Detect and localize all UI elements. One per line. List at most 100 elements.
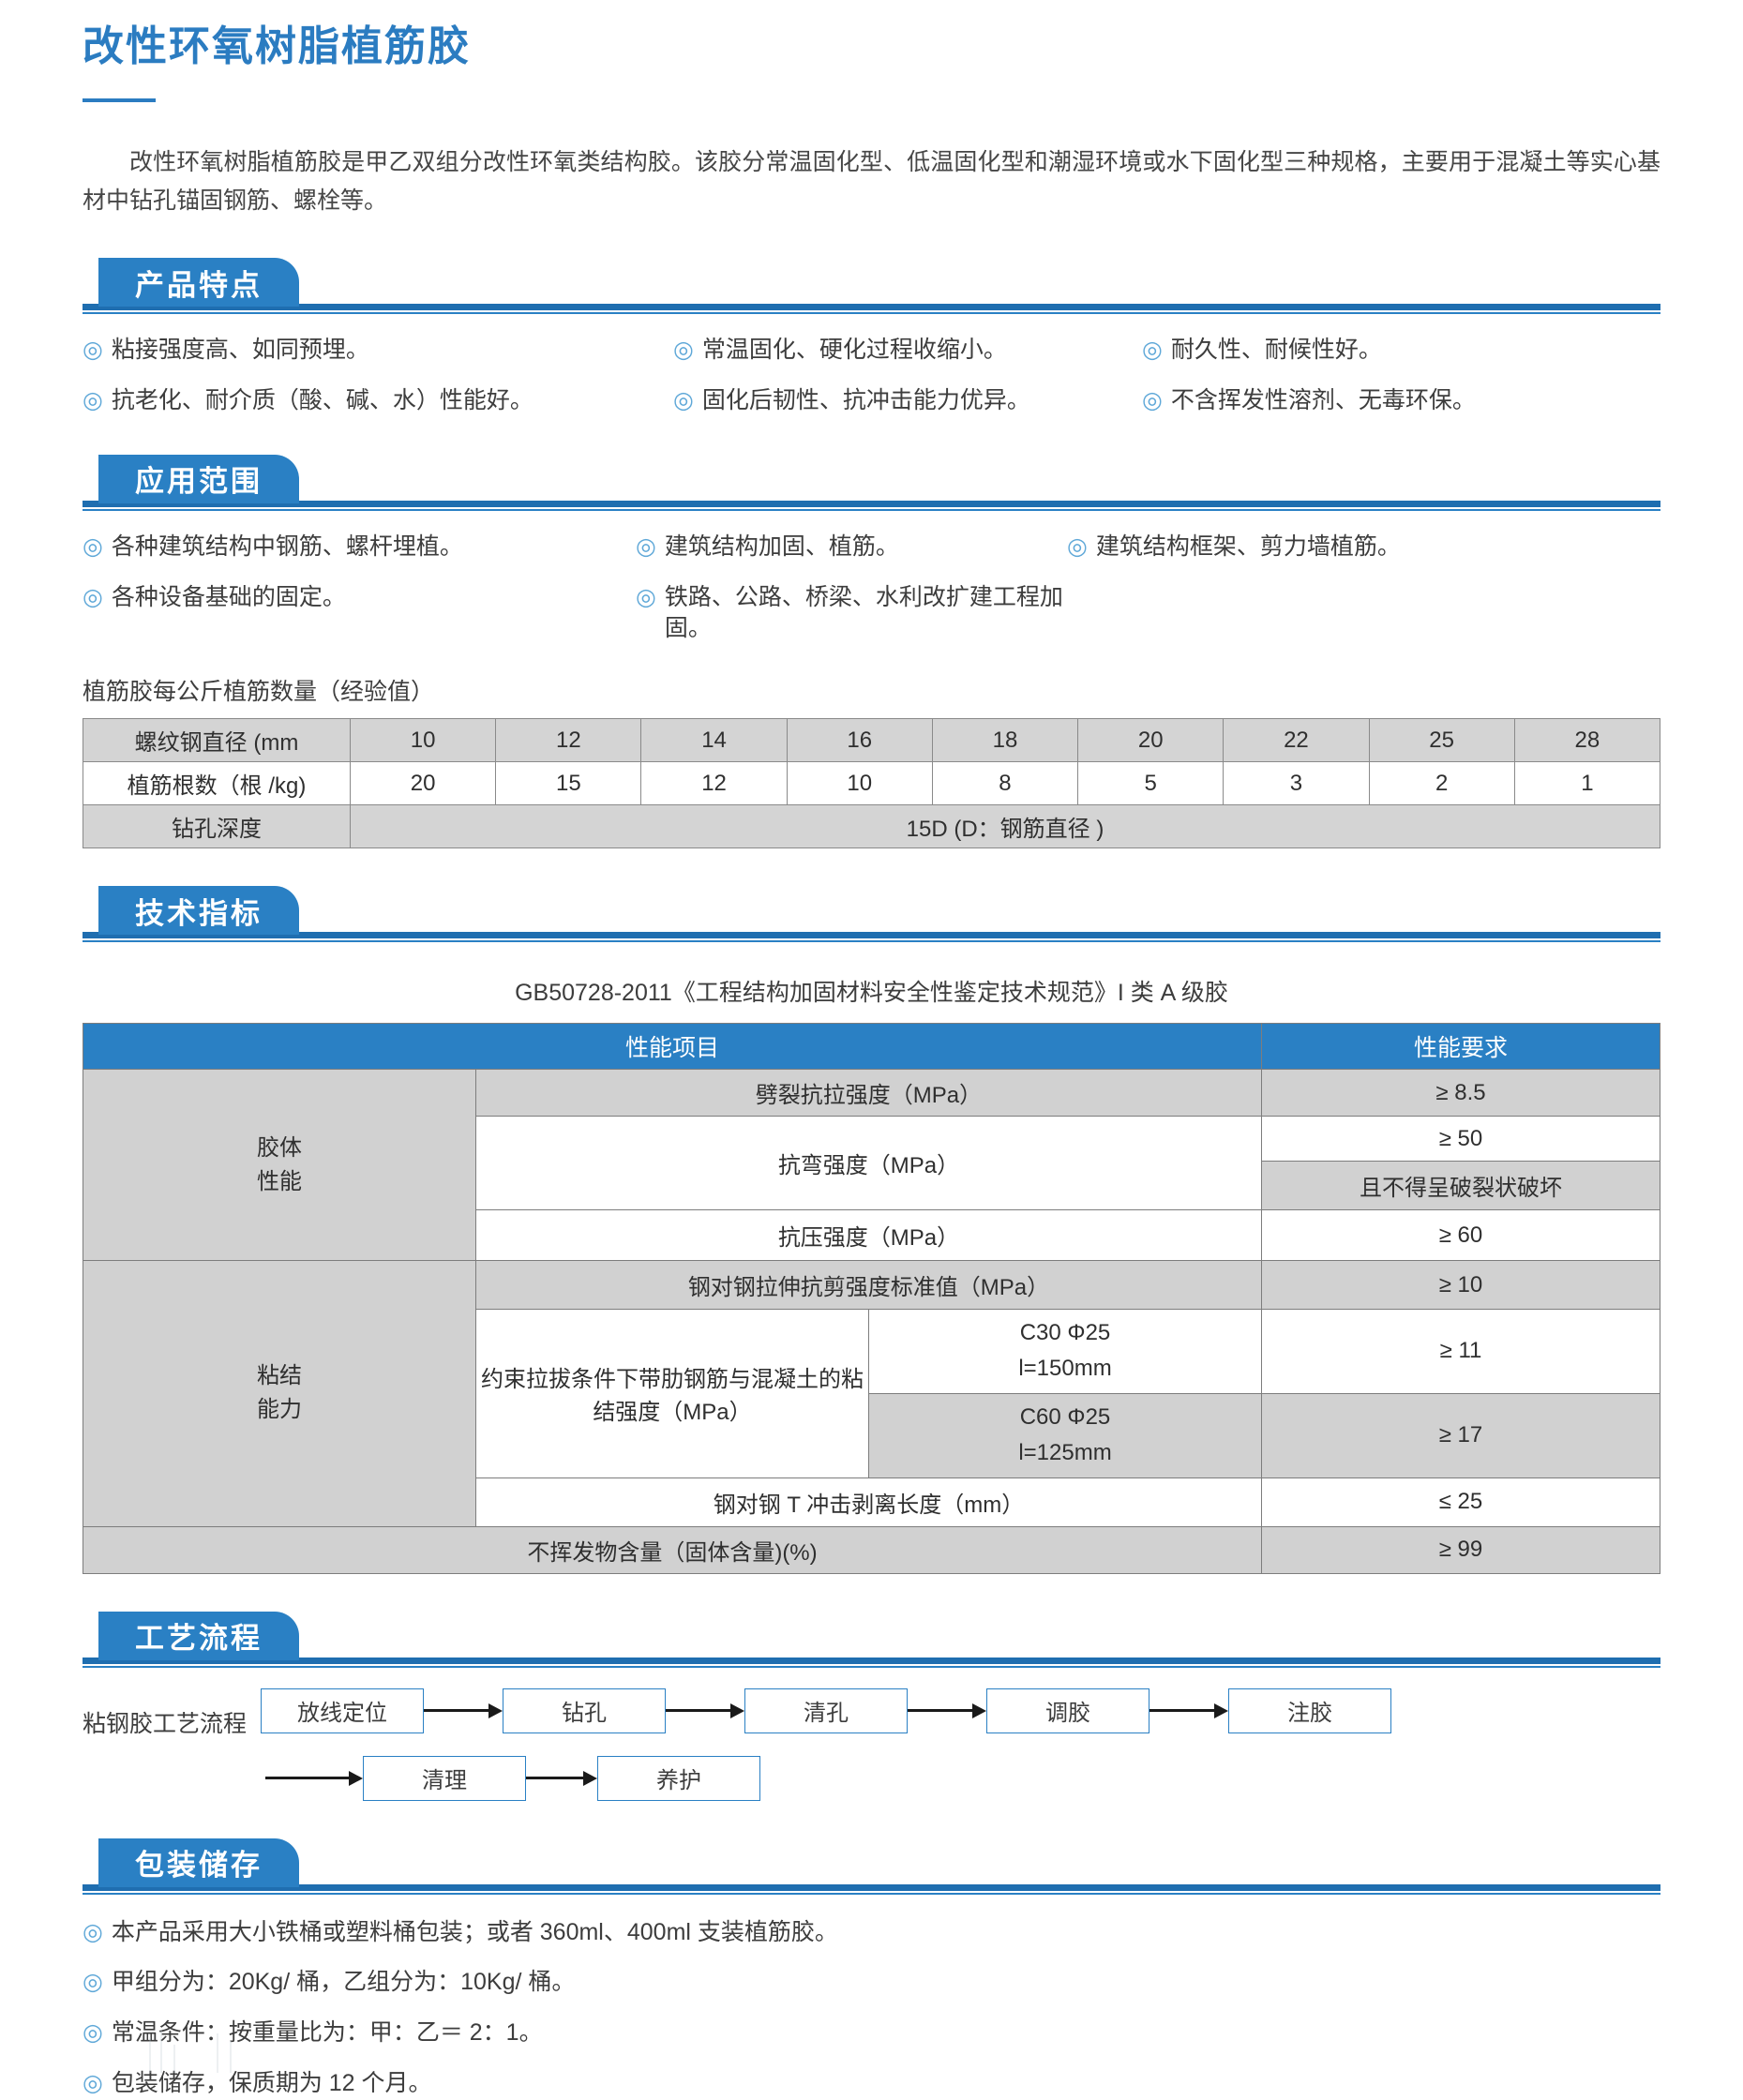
cell-item: 抗弯强度（MPa） [475, 1116, 1262, 1211]
section-title-packaging: 包装储存 [98, 1838, 299, 1887]
bullet-marker-icon: ◎ [636, 583, 656, 610]
list-item: ◎ 常温固化、硬化过程收缩小。 [673, 335, 1142, 367]
list-item: ◎ 甲组分为：20Kg/ 桶，乙组分为：10Kg/ 桶。 [83, 1967, 1660, 1999]
column-header-requirement: 性能要求 [1261, 1023, 1660, 1071]
rebar-table-caption: 植筋胶每公斤植筋数量（经验值） [83, 679, 435, 706]
table-row: 植筋根数（根 /kg) 20 15 12 10 8 5 3 2 1 [83, 761, 1661, 806]
table-row: C60 Φ25 l=125mm ≥ 17 [83, 1392, 1660, 1478]
cell: 15 [495, 761, 642, 806]
section-header-features: 产品特点 [83, 258, 1660, 315]
flow-arrow-icon [526, 1770, 597, 1786]
list-item-label: 粘接强度高、如同预埋。 [111, 337, 369, 364]
list-item-label: 建筑结构框架、剪力墙植筋。 [1095, 532, 1401, 560]
cell-item: 约束拉拔条件下带肋钢筋与混凝土的粘结强度（MPa） [475, 1309, 869, 1478]
flow-diagram-label: 粘钢胶工艺流程 [83, 1710, 248, 1737]
flow-step-box: 清理 [363, 1755, 526, 1801]
bullet-marker-icon: ◎ [673, 337, 694, 364]
flow-step-box: 养护 [597, 1755, 760, 1801]
section-title-tech: 技术指标 [98, 886, 299, 936]
cell: 5 [1077, 761, 1225, 806]
cell-condition: C30 Φ25 l=150mm [868, 1309, 1262, 1394]
cell-item: 劈裂抗拉强度（MPa） [475, 1069, 1262, 1118]
flow-row-1: 放线定位 钻孔 清孔 调胶 注胶 [261, 1688, 1660, 1733]
intro-paragraph: 改性环氧树脂植筋胶是甲乙双组分改性环氧类结构胶。该胶分常温固化型、低温固化型和潮… [83, 148, 1660, 215]
row-label: 钻孔深度 [83, 804, 351, 849]
section-underbar [83, 1883, 1660, 1891]
section-underline [83, 940, 1660, 943]
cell: 3 [1223, 761, 1370, 806]
list-item-label: 不含挥发性溶剂、无毒环保。 [1170, 387, 1476, 414]
list-item-label: 甲组分为：20Kg/ 桶，乙组分为：10Kg/ 桶。 [111, 1969, 576, 1996]
list-item-label: 本产品采用大小铁桶或塑料桶包装；或者 360ml、400ml 支装植筋胶。 [111, 1918, 838, 1945]
section-header-application: 应用范围 [83, 454, 1660, 511]
cell-requirement: 且不得呈破裂状破坏 [1261, 1160, 1660, 1211]
cell: 12 [495, 718, 642, 763]
list-item-label: 常温条件：按重量比为：甲：乙＝ 2：1。 [111, 2019, 543, 2047]
list-item: ◎ 粘接强度高、如同预埋。 [83, 335, 673, 367]
flow-arrow-icon [666, 1702, 744, 1718]
list-item-label: 各种设备基础的固定。 [111, 583, 346, 610]
section-title-application: 应用范围 [98, 454, 299, 503]
flow-rows: 放线定位 钻孔 清孔 调胶 注胶 清理 养护 [261, 1688, 1660, 1801]
cell-requirement: ≥ 17 [1261, 1392, 1660, 1478]
table-row: 钻孔深度 15D (D：钢筋直径 ) [83, 804, 1660, 849]
flow-arrow-icon [424, 1702, 503, 1718]
flow-step-box: 清孔 [744, 1688, 908, 1733]
flow-arrow-icon [265, 1770, 363, 1786]
list-item: ◎ 铁路、公路、桥梁、水利改扩建工程加固。 [636, 582, 1067, 646]
page-watermark [145, 2026, 258, 2073]
cell: 25 [1368, 718, 1515, 763]
list-item: ◎ 不含挥发性溶剂、无毒环保。 [1142, 385, 1660, 417]
cell-item: 抗压强度（MPa） [475, 1209, 1262, 1262]
bullet-marker-icon: ◎ [83, 337, 103, 364]
list-item: ◎ 各种建筑结构中钢筋、螺杆埋植。 [83, 532, 636, 563]
bullet-marker-icon: ◎ [636, 532, 656, 560]
cell: 8 [931, 761, 1079, 806]
condition-line-1: C60 Φ25 [1019, 1403, 1111, 1430]
rebar-quantity-table: 螺纹钢直径 (mm 10 12 14 16 18 20 22 25 28 植筋根… [83, 718, 1661, 849]
bullet-marker-icon: ◎ [83, 532, 103, 560]
list-item: ◎ 各种设备基础的固定。 [83, 582, 636, 646]
cell-condition: C60 Φ25 l=125mm [868, 1392, 1262, 1478]
cell-requirement: ≤ 25 [1261, 1477, 1660, 1527]
row-category-bond: 粘结 能力 [83, 1260, 476, 1527]
cell: 18 [931, 718, 1079, 763]
cell: 10 [786, 761, 933, 806]
cell: 20 [1077, 718, 1225, 763]
section-underbar [83, 500, 1660, 507]
cell-requirement: ≥ 99 [1261, 1525, 1660, 1574]
packaging-list: ◎ 本产品采用大小铁桶或塑料桶包装；或者 360ml、400ml 支装植筋胶。 ◎… [83, 1917, 1660, 2100]
list-item-label: 固化后韧性、抗冲击能力优异。 [701, 387, 1030, 414]
row-label: 螺纹钢直径 (mm [83, 718, 351, 763]
bullet-marker-icon: ◎ [83, 1918, 103, 1945]
list-item-label: 抗老化、耐介质（酸、碱、水）性能好。 [111, 387, 533, 414]
condition-line-1: C30 Φ25 [1019, 1320, 1111, 1346]
page-title: 改性环氧树脂植筋胶 [83, 23, 471, 69]
cell: 2 [1368, 761, 1515, 806]
list-item: ◎ 固化后韧性、抗冲击能力优异。 [673, 385, 1142, 417]
flow-step-box: 调胶 [986, 1688, 1149, 1733]
list-item-label: 铁路、公路、桥梁、水利改扩建工程加固。 [664, 583, 1063, 642]
list-item-label: 建筑结构加固、植筋。 [664, 532, 899, 560]
flow-row-2: 清理 养护 [261, 1755, 1660, 1801]
bullet-marker-icon: ◎ [83, 387, 103, 414]
table-row: 抗压强度（MPa） ≥ 60 [83, 1209, 1660, 1262]
category-line-1: 粘结 [257, 1363, 302, 1389]
flow-step-box: 注胶 [1228, 1688, 1391, 1733]
table-row: 约束拉拔条件下带肋钢筋与混凝土的粘结强度（MPa） C30 Φ25 l=150m… [83, 1309, 1660, 1478]
list-item-label: 各种建筑结构中钢筋、螺杆埋植。 [111, 532, 463, 560]
table-row: 钢对钢 T 冲击剥离长度（mm） ≤ 25 [83, 1477, 1660, 1527]
list-item: ◎ 建筑结构加固、植筋。 [636, 532, 1067, 563]
cell: 28 [1513, 718, 1661, 763]
section-header-packaging: 包装储存 [83, 1838, 1660, 1895]
features-list: ◎ 粘接强度高、如同预埋。 ◎ 常温固化、硬化过程收缩小。 ◎ 耐久性、耐候性好。 ◎… [83, 335, 1660, 417]
flow-step-box: 放线定位 [261, 1688, 424, 1733]
cell: 1 [1513, 761, 1661, 806]
table-row: 不挥发物含量（固体含量)(%) ≥ 99 [83, 1525, 1660, 1574]
section-underline [83, 1665, 1660, 1668]
category-line-2: 能力 [257, 1397, 302, 1423]
title-underline [83, 98, 156, 102]
cell: 14 [640, 718, 788, 763]
bullet-marker-icon: ◎ [1142, 337, 1163, 364]
bullet-marker-icon: ◎ [83, 583, 103, 610]
